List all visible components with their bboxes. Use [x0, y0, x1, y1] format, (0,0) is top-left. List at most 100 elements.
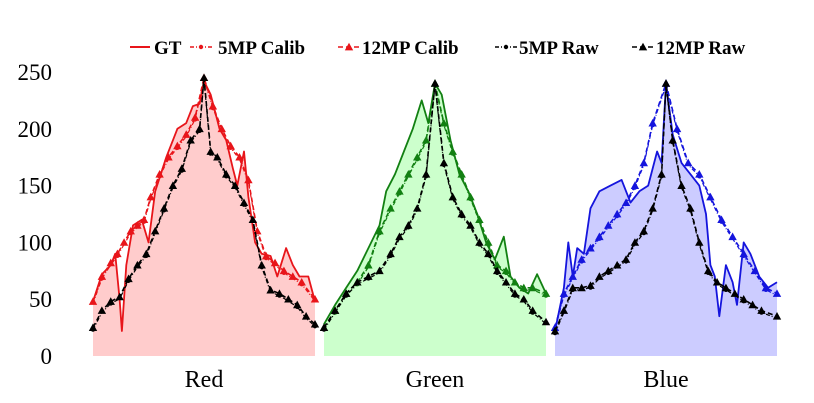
- raw-12mp-marker: [199, 73, 209, 82]
- legend-label: 5MP Raw: [519, 38, 599, 59]
- calib-5mp-marker: [415, 157, 420, 162]
- y-tick-label: 250: [18, 60, 53, 85]
- raw-5mp-marker: [423, 174, 429, 179]
- calib-12mp-marker: [457, 170, 466, 178]
- raw-5mp-marker: [321, 327, 327, 332]
- calib-5mp-marker: [115, 253, 120, 258]
- raw-5mp-marker: [459, 213, 464, 219]
- gt-area: [324, 83, 546, 357]
- raw-12mp-marker: [413, 204, 422, 212]
- raw-5mp-marker: [759, 310, 764, 315]
- calib-5mp-marker: [674, 128, 680, 133]
- calib-12mp-marker: [604, 221, 613, 229]
- calib-12mp-marker: [182, 130, 191, 138]
- raw-5mp-marker: [197, 128, 202, 133]
- calib-5mp-marker: [263, 255, 269, 261]
- raw-12mp-marker: [559, 306, 569, 314]
- raw-5mp-marker: [344, 293, 349, 298]
- gt-line: [323, 82, 547, 325]
- raw-12mp-marker: [213, 153, 222, 161]
- legend-item: 12MP Raw: [632, 38, 745, 59]
- panel-red: Red: [88, 73, 320, 393]
- calib-5mp-marker: [99, 276, 105, 281]
- calib-5mp-line: [554, 83, 778, 330]
- panel-blue: Blue: [550, 79, 782, 393]
- raw-12mp-marker: [772, 312, 782, 320]
- calib-12mp-marker: [310, 295, 320, 303]
- raw-5mp-marker: [688, 208, 693, 213]
- calib-5mp-marker: [650, 122, 655, 128]
- legend-label: 12MP Calib: [362, 38, 459, 59]
- calib-12mp-marker: [119, 238, 129, 246]
- raw-5mp-marker: [641, 230, 646, 236]
- calib-12mp-marker: [106, 258, 115, 267]
- calib-12mp-marker: [217, 124, 226, 133]
- calib-5mp-marker: [543, 293, 549, 298]
- raw-5mp-marker: [208, 151, 213, 156]
- raw-5mp-marker: [494, 270, 500, 275]
- raw-5mp-marker: [108, 301, 113, 306]
- raw-5mp-marker: [552, 330, 558, 336]
- calib-5mp-marker: [719, 219, 724, 224]
- calib-5mp-marker: [157, 174, 162, 179]
- category-label: Green: [406, 367, 465, 393]
- raw-5mp-marker: [477, 242, 482, 247]
- calib-12mp-marker: [404, 170, 413, 178]
- raw-12mp-marker: [448, 192, 457, 201]
- legend: GT 5MP Calib 12MP Calib 5MP Raw 12MP Raw: [130, 38, 745, 59]
- calib-12mp-marker: [88, 297, 98, 305]
- raw-12mp-marker: [395, 232, 404, 241]
- raw-12mp-marker: [115, 292, 124, 301]
- legend-marker: [638, 42, 648, 51]
- raw-5mp-marker: [295, 304, 300, 310]
- calib-12mp-marker: [586, 243, 595, 252]
- raw-5mp-marker: [570, 287, 575, 293]
- legend-label: GT: [154, 38, 182, 59]
- raw-12mp-marker: [186, 135, 195, 144]
- raw-5mp-marker: [623, 259, 629, 264]
- calib-5mp-marker: [210, 105, 216, 111]
- raw-5mp-marker: [179, 168, 184, 173]
- raw-5mp-marker: [259, 264, 264, 270]
- raw-12mp-marker: [712, 277, 722, 286]
- calib-12mp-line: [92, 74, 316, 302]
- raw-12mp-marker: [248, 215, 258, 224]
- calib-5mp-marker: [246, 179, 251, 185]
- raw-5mp-marker: [126, 278, 131, 283]
- raw-5mp-marker: [277, 293, 282, 298]
- raw-5mp-marker: [241, 202, 247, 207]
- legend-item: 5MP Raw: [495, 38, 599, 59]
- calib-12mp-marker: [728, 232, 737, 241]
- raw-12mp-marker: [648, 204, 657, 212]
- calib-12mp-marker: [510, 277, 520, 286]
- calib-5mp-marker: [299, 281, 304, 287]
- category-label: Red: [185, 367, 224, 393]
- calib-5mp-marker: [763, 287, 769, 293]
- calib-5mp-marker: [141, 219, 147, 224]
- calib-12mp-marker: [364, 260, 373, 269]
- legend-label: 12MP Raw: [656, 38, 745, 59]
- calib-5mp-marker: [228, 145, 233, 151]
- calib-5mp-marker: [486, 242, 491, 247]
- raw-5mp-marker: [312, 323, 318, 329]
- calib-5mp-marker: [175, 145, 180, 151]
- raw-12mp-marker: [695, 238, 704, 246]
- legend-item: 12MP Calib: [338, 38, 459, 59]
- raw-5mp-marker: [670, 139, 675, 145]
- raw-5mp-marker: [406, 225, 411, 230]
- gt-area: [93, 81, 315, 356]
- raw-5mp-marker: [705, 270, 711, 275]
- legend-marker: [344, 42, 354, 51]
- calib-5mp-marker: [632, 185, 638, 190]
- calib-5mp-marker: [450, 151, 455, 156]
- raw-12mp-marker: [612, 260, 622, 269]
- raw-12mp-marker: [284, 295, 293, 303]
- calib-5mp-marker: [397, 191, 402, 196]
- raw-12mp-marker: [484, 249, 493, 258]
- raw-12mp-marker: [353, 277, 362, 286]
- calib-5mp-marker: [503, 270, 509, 275]
- calib-5mp-marker: [377, 230, 382, 236]
- raw-5mp-marker: [144, 253, 149, 258]
- calib-5mp-marker: [561, 293, 567, 298]
